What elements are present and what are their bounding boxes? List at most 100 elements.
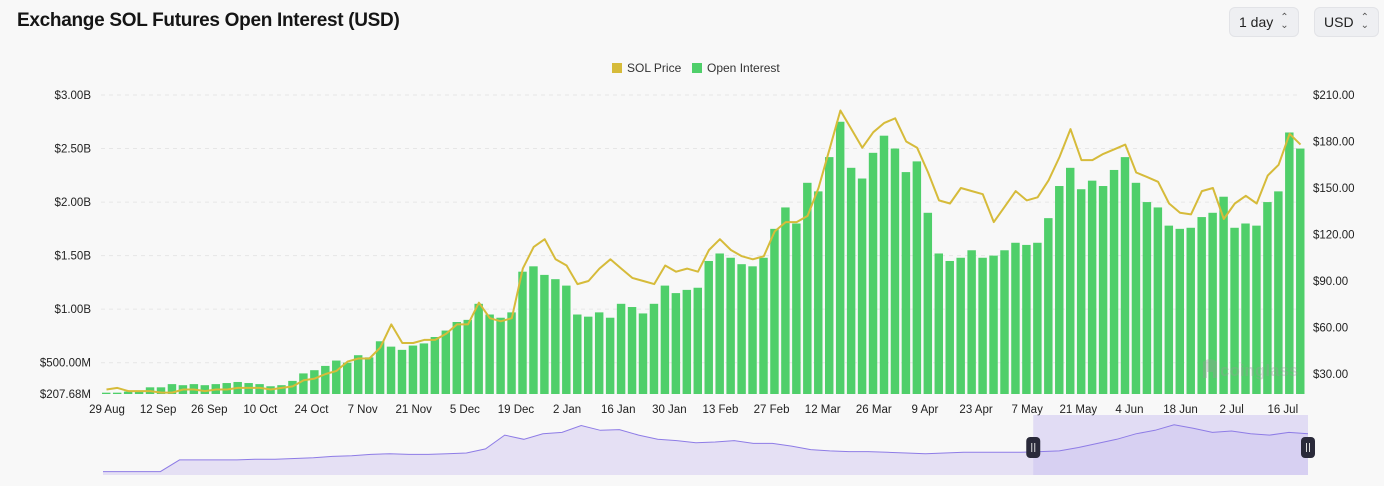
oi-bar[interactable]	[1044, 218, 1053, 394]
oi-bar[interactable]	[1066, 167, 1075, 394]
navigator-selection[interactable]	[1033, 415, 1308, 475]
oi-bar[interactable]	[693, 287, 702, 394]
oi-bar[interactable]	[715, 253, 724, 394]
oi-bar[interactable]	[1186, 227, 1195, 394]
oi-bar[interactable]	[912, 161, 922, 394]
oi-bar[interactable]	[945, 260, 954, 394]
oi-bar[interactable]	[1230, 227, 1239, 394]
oi-bar[interactable]	[1241, 223, 1250, 394]
oi-bar[interactable]	[1285, 132, 1294, 395]
oi-bar[interactable]	[835, 121, 845, 395]
oi-bar[interactable]	[430, 336, 440, 394]
oi-bar[interactable]	[857, 178, 867, 394]
oi-bar[interactable]	[770, 228, 779, 394]
oi-bar[interactable]	[923, 212, 933, 394]
oi-bar[interactable]	[167, 384, 177, 394]
oi-bar[interactable]	[1076, 189, 1086, 394]
oi-bar[interactable]	[989, 255, 998, 394]
oi-bar[interactable]	[288, 380, 297, 394]
oi-bar[interactable]	[1131, 182, 1141, 394]
oi-bar[interactable]	[102, 392, 111, 394]
oi-bar[interactable]	[277, 385, 286, 394]
oi-bar[interactable]	[759, 257, 768, 394]
oi-bar[interactable]	[518, 271, 527, 394]
oi-bar[interactable]	[386, 346, 396, 394]
currency-select[interactable]: USD ⌃ ⌄	[1314, 7, 1379, 37]
oi-bar[interactable]	[627, 307, 637, 394]
oi-bar[interactable]	[408, 345, 418, 394]
oi-bar[interactable]	[1000, 250, 1009, 394]
oi-bar[interactable]	[496, 317, 505, 394]
oi-bar[interactable]	[1296, 148, 1305, 394]
oi-bar[interactable]	[748, 266, 757, 394]
oi-bar[interactable]	[616, 303, 626, 394]
oi-bar[interactable]	[1011, 242, 1020, 394]
oi-bar[interactable]	[529, 266, 538, 394]
oi-bar[interactable]	[649, 303, 659, 394]
legend-item-sol-price[interactable]: SOL Price	[612, 61, 682, 75]
oi-bar[interactable]	[123, 391, 133, 394]
oi-bar[interactable]	[1022, 244, 1031, 394]
oi-bar[interactable]	[1120, 157, 1130, 394]
oi-bar[interactable]	[682, 289, 692, 394]
oi-bar[interactable]	[901, 172, 911, 394]
navigator-right-handle[interactable]	[1301, 437, 1315, 458]
oi-bar[interactable]	[364, 357, 374, 394]
oi-bar[interactable]	[1252, 225, 1261, 394]
oi-bar[interactable]	[781, 207, 790, 394]
oi-bar[interactable]	[343, 362, 352, 394]
oi-bar[interactable]	[726, 257, 735, 394]
oi-bar[interactable]	[671, 293, 681, 394]
oi-bar[interactable]	[803, 182, 812, 394]
oi-bar[interactable]	[562, 285, 571, 394]
interval-select[interactable]: 1 day ⌃ ⌄	[1229, 7, 1299, 37]
oi-bar[interactable]	[594, 312, 604, 394]
navigator-left-handle[interactable]	[1026, 437, 1041, 458]
oi-bar[interactable]	[704, 260, 713, 394]
oi-bar[interactable]	[1055, 186, 1064, 394]
oi-bar[interactable]	[1175, 228, 1184, 394]
oi-bar[interactable]	[1164, 225, 1174, 394]
oi-bar[interactable]	[814, 191, 823, 394]
oi-bar[interactable]	[846, 167, 856, 394]
oi-bar[interactable]	[310, 370, 319, 394]
oi-bar[interactable]	[540, 274, 549, 394]
oi-bar[interactable]	[156, 387, 166, 394]
oi-bar[interactable]	[890, 148, 900, 394]
oi-bar[interactable]	[255, 384, 264, 394]
oi-bar[interactable]	[1153, 207, 1163, 394]
oi-bar[interactable]	[1087, 180, 1097, 394]
oi-bar[interactable]	[1033, 242, 1042, 394]
oi-bar[interactable]	[934, 253, 943, 394]
oi-bar[interactable]	[419, 343, 429, 394]
oi-bar[interactable]	[507, 312, 516, 394]
oi-bar[interactable]	[134, 391, 144, 394]
oi-bar[interactable]	[1263, 202, 1272, 394]
oi-bar[interactable]	[299, 373, 308, 394]
oi-bar[interactable]	[638, 313, 648, 394]
oi-bar[interactable]	[573, 314, 582, 394]
oi-bar[interactable]	[200, 385, 210, 394]
oi-bar[interactable]	[967, 250, 976, 394]
oi-bar[interactable]	[879, 135, 889, 394]
oi-bar[interactable]	[1197, 217, 1206, 394]
oi-bar[interactable]	[978, 257, 987, 394]
oi-bar[interactable]	[868, 152, 878, 394]
oi-bar[interactable]	[792, 223, 801, 394]
oi-bar[interactable]	[1109, 169, 1119, 394]
oi-bar[interactable]	[660, 285, 670, 394]
navigator[interactable]	[103, 415, 1315, 475]
oi-bar[interactable]	[825, 157, 834, 394]
oi-bar[interactable]	[584, 316, 593, 394]
oi-bar[interactable]	[1142, 202, 1152, 394]
oi-bar[interactable]	[353, 355, 363, 394]
oi-bar[interactable]	[397, 349, 407, 394]
oi-bar[interactable]	[1274, 191, 1283, 394]
oi-bar[interactable]	[551, 279, 560, 394]
oi-bar[interactable]	[1098, 186, 1108, 394]
oi-bar[interactable]	[605, 317, 615, 394]
oi-bar[interactable]	[112, 392, 122, 394]
oi-bar[interactable]	[956, 257, 965, 394]
oi-bar[interactable]	[737, 264, 746, 394]
oi-bar[interactable]	[1219, 196, 1228, 394]
